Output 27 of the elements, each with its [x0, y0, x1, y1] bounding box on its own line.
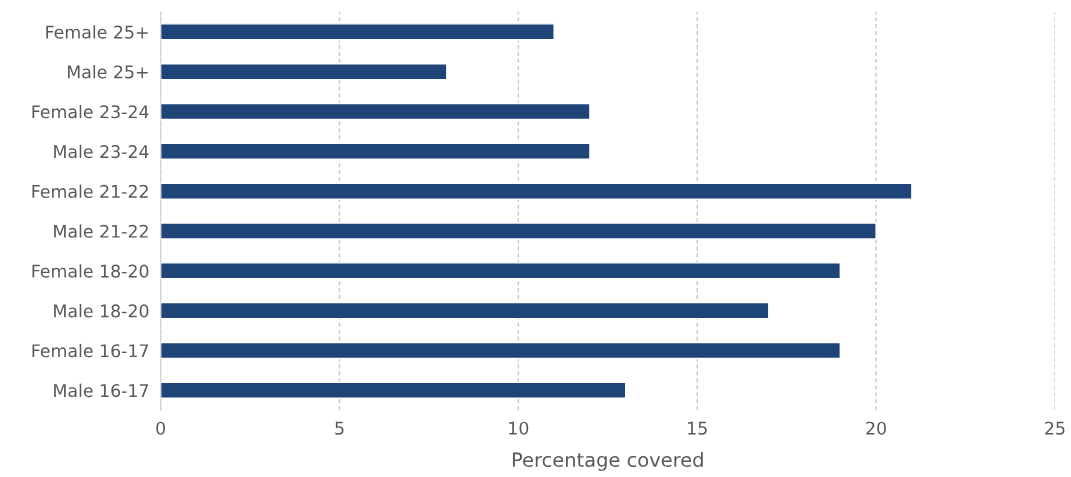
x-axis-title: Percentage covered: [512, 452, 703, 471]
y-tick-label: Female 18-20: [32, 264, 149, 278]
bar: [160, 381, 627, 399]
bar: [160, 23, 555, 41]
bar: [160, 182, 913, 200]
y-tick-label: Male 16-17: [54, 383, 149, 398]
x-tick-label: 0: [156, 421, 166, 435]
y-tick-label: Female 21-22: [32, 184, 148, 198]
x-tick-label: 15: [688, 421, 707, 435]
y-tick-label: Male 21-22: [54, 224, 148, 238]
bar: [160, 222, 877, 240]
y-tick-label: Female 23-24: [32, 104, 149, 119]
y-tick-label: Female 16-17: [32, 343, 149, 358]
y-tick-label: Female 25+: [46, 25, 148, 39]
x-tick-label: 20: [866, 421, 886, 435]
y-tick-label: Male 25+: [67, 65, 148, 79]
y-tick-label: Male 23-24: [54, 144, 149, 159]
x-tick-label: 10: [509, 421, 529, 435]
bar: [160, 142, 591, 160]
bar: [160, 262, 842, 280]
bar: [160, 301, 770, 320]
bar: [160, 63, 448, 81]
x-tick-label: 25: [1045, 421, 1065, 435]
bar: [160, 341, 842, 360]
bar: [160, 102, 591, 121]
x-tick-label: 5: [335, 421, 344, 435]
y-tick-label: Male 18-20: [54, 304, 149, 318]
